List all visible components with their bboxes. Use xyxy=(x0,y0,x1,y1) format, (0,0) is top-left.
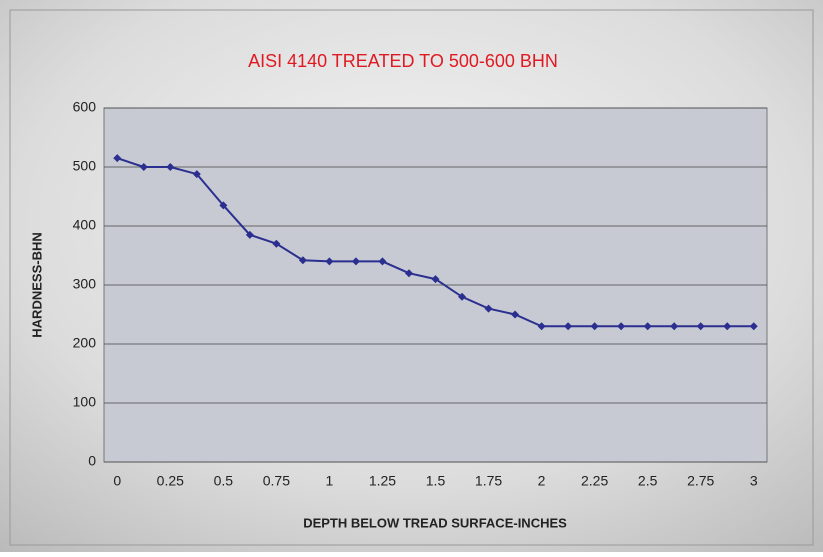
marker xyxy=(192,170,201,179)
y-tick-label: 0 xyxy=(88,453,96,469)
x-tick-label: 0.25 xyxy=(157,473,184,489)
marker xyxy=(219,201,228,210)
marker xyxy=(696,322,705,331)
marker xyxy=(564,322,573,331)
marker xyxy=(511,310,520,319)
x-tick-label: 2.75 xyxy=(687,473,714,489)
y-tick-label: 200 xyxy=(73,335,97,351)
x-tick-label: 3 xyxy=(750,473,758,489)
marker xyxy=(298,256,307,265)
marker xyxy=(484,304,493,313)
x-tick-label: 0 xyxy=(113,473,121,489)
y-tick-label: 300 xyxy=(73,276,97,292)
marker xyxy=(113,154,122,163)
x-tick-label: 1.75 xyxy=(475,473,502,489)
x-tick-label: 0.75 xyxy=(263,473,290,489)
y-tick-label: 100 xyxy=(73,394,97,410)
marker xyxy=(537,322,546,331)
y-tick-label: 400 xyxy=(73,217,97,233)
marker xyxy=(617,322,626,331)
marker xyxy=(325,257,334,266)
x-tick-label: 1.5 xyxy=(426,473,446,489)
marker xyxy=(749,322,758,331)
marker xyxy=(670,322,679,331)
y-axis-label: HARDNESS-BHN xyxy=(29,232,44,337)
marker xyxy=(378,257,387,266)
marker xyxy=(458,292,467,301)
x-tick-label: 2 xyxy=(538,473,546,489)
x-axis-label: DEPTH BELOW TREAD SURFACE-INCHES xyxy=(303,515,567,530)
marker xyxy=(351,257,360,266)
marker xyxy=(139,163,148,171)
marker xyxy=(245,230,254,239)
chart-title: AISI 4140 TREATED TO 500-600 BHN xyxy=(248,51,558,71)
y-tick-label: 500 xyxy=(73,158,97,174)
x-tick-label: 1 xyxy=(326,473,334,489)
marker xyxy=(723,322,732,331)
marker xyxy=(166,163,175,171)
marker xyxy=(590,322,599,331)
x-tick-label: 1.25 xyxy=(369,473,396,489)
y-tick-label: 600 xyxy=(73,99,97,115)
x-tick-label: 2.5 xyxy=(638,473,658,489)
marker xyxy=(404,269,413,278)
x-tick-label: 0.5 xyxy=(214,473,234,489)
frame xyxy=(9,9,814,546)
x-tick-label: 2.25 xyxy=(581,473,608,489)
marker xyxy=(643,322,652,331)
marker xyxy=(431,275,440,284)
marker xyxy=(272,239,281,248)
